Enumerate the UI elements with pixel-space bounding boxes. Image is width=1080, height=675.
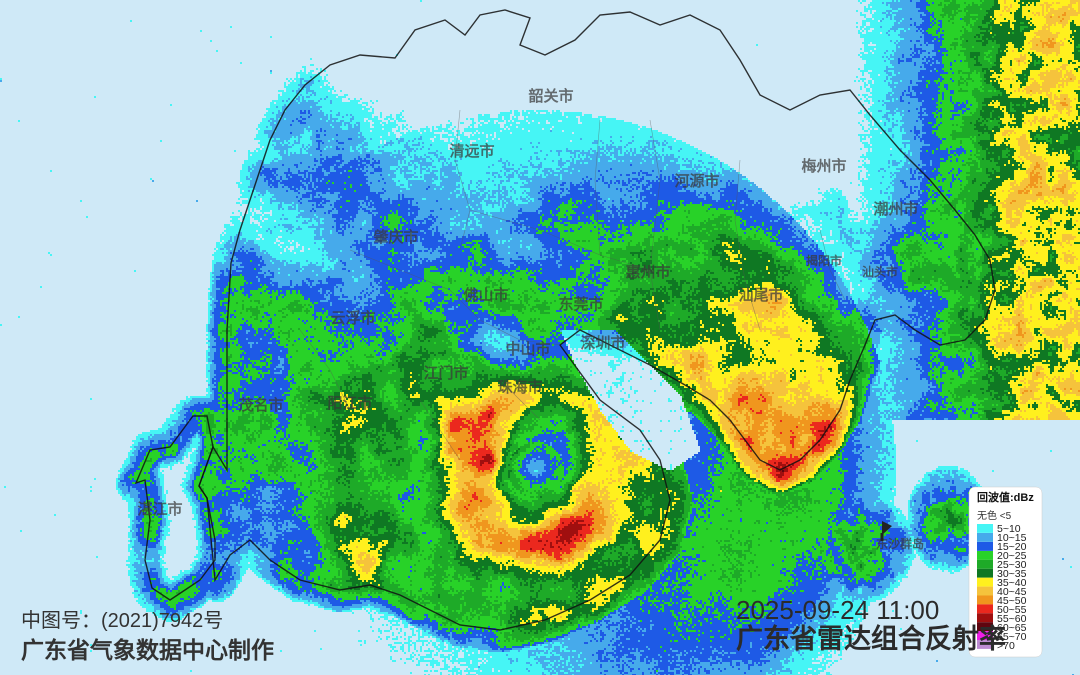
svg-text:云浮市: 云浮市 [330, 309, 375, 327]
svg-text:东莞市: 东莞市 [558, 295, 603, 313]
svg-text:2025-09-24 11:00: 2025-09-24 11:00 [736, 595, 939, 625]
svg-text:湛江市: 湛江市 [137, 500, 182, 518]
svg-text:无色 <5: 无色 <5 [977, 509, 1012, 522]
svg-text:佛山市: 佛山市 [462, 286, 508, 304]
svg-text:梅州市: 梅州市 [801, 157, 846, 175]
svg-text:阳江市: 阳江市 [327, 394, 372, 412]
svg-text:韶关市: 韶关市 [528, 87, 573, 105]
svg-text:深圳市: 深圳市 [580, 334, 625, 352]
svg-text:揭阳市: 揭阳市 [806, 253, 842, 268]
svg-text:回波值:dBz: 回波值:dBz [977, 490, 1034, 504]
svg-text:广东省气象数据中心制作: 广东省气象数据中心制作 [21, 637, 274, 663]
svg-text:汕头市: 汕头市 [862, 264, 898, 279]
svg-text:潮州市: 潮州市 [873, 200, 918, 218]
svg-text:肇庆市: 肇庆市 [372, 228, 418, 246]
svg-text:广东省雷达组合反射率: 广东省雷达组合反射率 [736, 623, 1006, 654]
svg-text:中山市: 中山市 [505, 340, 550, 358]
svg-text:江门市: 江门市 [423, 364, 468, 382]
svg-text:茂名市: 茂名市 [238, 396, 283, 414]
svg-text:惠州市: 惠州市 [625, 263, 670, 281]
svg-text:珠海市: 珠海市 [497, 378, 542, 396]
svg-text:河源市: 河源市 [674, 172, 719, 190]
svg-text:汕尾市: 汕尾市 [738, 286, 783, 304]
svg-text:清远市: 清远市 [449, 142, 494, 160]
svg-text:中图号：(2021)7942号: 中图号：(2021)7942号 [21, 609, 223, 632]
